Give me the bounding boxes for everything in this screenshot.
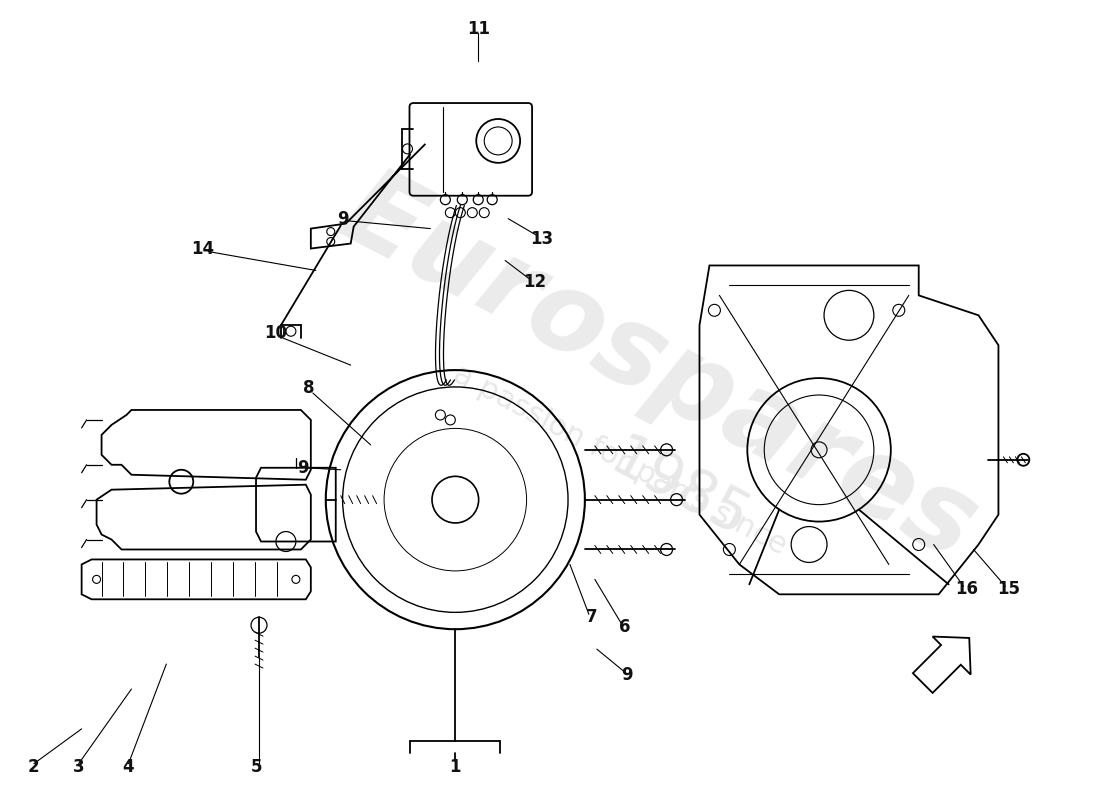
Text: 12: 12 (524, 274, 547, 291)
Text: 9: 9 (337, 210, 349, 228)
Text: 2: 2 (28, 758, 40, 776)
Text: 1985: 1985 (601, 430, 759, 550)
Text: Eurospares: Eurospares (324, 158, 996, 582)
Text: a passion for parts since: a passion for parts since (448, 359, 792, 560)
Text: 11: 11 (466, 20, 490, 38)
Text: 7: 7 (586, 608, 597, 626)
Text: 9: 9 (297, 458, 309, 477)
Text: 4: 4 (123, 758, 134, 776)
Text: 1: 1 (450, 758, 461, 776)
Text: 16: 16 (955, 580, 978, 598)
Text: 8: 8 (304, 379, 315, 397)
Text: 13: 13 (530, 230, 553, 247)
Text: 10: 10 (264, 324, 287, 342)
Text: 9: 9 (620, 666, 632, 684)
Text: 6: 6 (619, 618, 630, 636)
Text: 15: 15 (997, 580, 1020, 598)
Text: 3: 3 (73, 758, 85, 776)
Text: 14: 14 (191, 239, 214, 258)
Text: 5: 5 (251, 758, 262, 776)
